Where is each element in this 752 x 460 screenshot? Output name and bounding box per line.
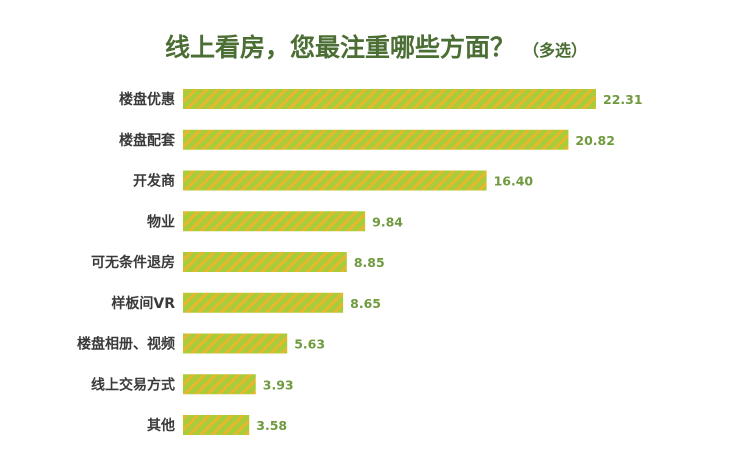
category-label: 楼盘优惠 bbox=[119, 91, 175, 108]
bar bbox=[183, 170, 487, 191]
value-label: 20.82 bbox=[575, 133, 615, 148]
bar bbox=[183, 415, 250, 435]
bar bbox=[183, 292, 344, 313]
category-label: 其他 bbox=[147, 417, 175, 434]
bar bbox=[183, 374, 256, 395]
category-label: 样板间VR bbox=[111, 295, 175, 312]
value-label: 3.58 bbox=[256, 418, 287, 433]
value-label: 22.31 bbox=[603, 92, 643, 107]
value-label: 16.40 bbox=[494, 174, 534, 189]
value-label: 8.85 bbox=[354, 255, 385, 270]
category-label: 开发商 bbox=[133, 173, 175, 190]
category-label: 楼盘相册、视频 bbox=[77, 336, 175, 353]
bar bbox=[183, 129, 569, 150]
category-label: 物业 bbox=[147, 213, 175, 230]
bar bbox=[183, 333, 288, 354]
chart-title: 线上看房，您最注重哪些方面？ bbox=[164, 33, 515, 62]
bar bbox=[183, 252, 347, 272]
value-label: 5.63 bbox=[294, 337, 325, 352]
bars-group: 楼盘优惠 22.31 楼盘配套 20.82 开发商 16.40 物业 9.84 可无条件退房 8.… bbox=[77, 89, 643, 435]
category-label: 楼盘配套 bbox=[119, 132, 175, 149]
category-label: 线上交易方式 bbox=[91, 376, 175, 393]
chart-subtitle: （多选） bbox=[523, 41, 588, 60]
value-label: 8.65 bbox=[350, 296, 381, 311]
value-label: 9.84 bbox=[372, 214, 403, 229]
bar bbox=[183, 211, 366, 232]
value-label: 3.93 bbox=[263, 377, 294, 392]
bar bbox=[183, 89, 596, 109]
category-label: 可无条件退房 bbox=[91, 254, 175, 271]
chart-title-block: 线上看房，您最注重哪些方面？ （多选） bbox=[0, 28, 752, 64]
